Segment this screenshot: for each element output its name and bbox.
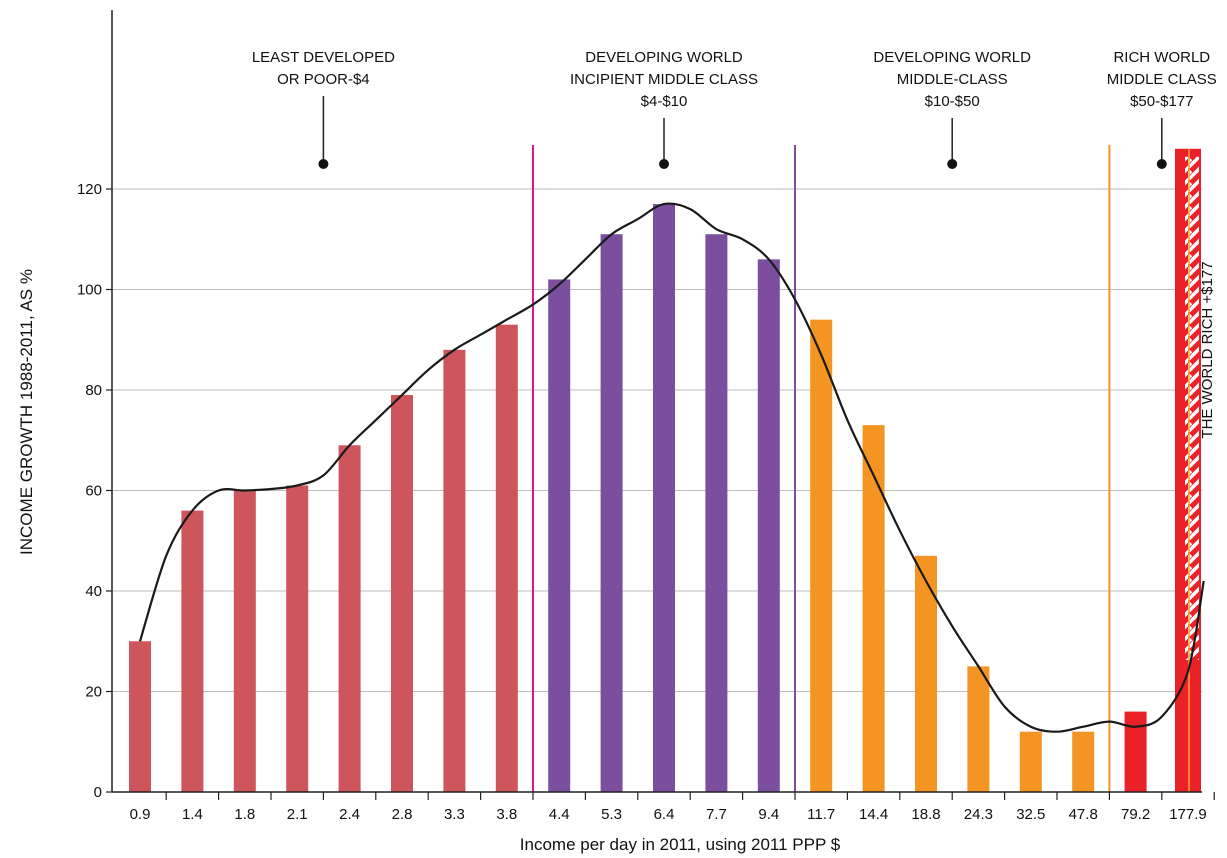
axes [111, 10, 1202, 793]
x-axis-title: Income per day in 2011, using 2011 PPP $ [520, 835, 841, 854]
x-tick-label: 0.9 [130, 806, 151, 823]
x-tick-label: 47.8 [1069, 806, 1098, 823]
bar [548, 279, 571, 792]
y-axis-title: INCOME GROWTH 1988-2011, AS % [17, 269, 36, 555]
x-tick-label: 24.3 [964, 806, 993, 823]
group-label-line: $50-$177 [1130, 93, 1193, 110]
x-tick-label: 2.8 [392, 806, 413, 823]
group-label-line: RICH WORLD [1113, 49, 1210, 66]
trend-curve [138, 202, 1205, 733]
x-tick-label: 79.2 [1121, 806, 1150, 823]
bar [862, 425, 885, 792]
bar [391, 395, 413, 792]
x-tick-label: 11.7 [807, 806, 835, 823]
bars [129, 148, 1201, 793]
x-tick-label: 18.8 [911, 806, 940, 823]
bar [233, 490, 256, 792]
x-tick-label: 3.3 [444, 806, 465, 823]
x-tick-label: 2.4 [339, 806, 360, 823]
bar [600, 234, 623, 793]
bar [443, 349, 466, 792]
bar [967, 666, 990, 792]
group-label-line: INCIPIENT MIDDLE CLASS [570, 71, 758, 88]
group-label-dot [947, 159, 958, 169]
bar [757, 259, 780, 793]
bar [1124, 711, 1147, 792]
bar [1072, 731, 1095, 792]
x-tick-label: 1.4 [182, 806, 203, 823]
x-tick-label: 4.4 [549, 806, 570, 823]
bar [338, 445, 361, 792]
x-tick-label: 2.1 [287, 806, 308, 823]
bar [810, 319, 833, 792]
y-tick-label: 60 [85, 483, 102, 500]
group-label-dot [1156, 159, 1167, 169]
y-tick-label: 40 [85, 583, 102, 600]
group-dividers [532, 145, 1111, 792]
x-tick-label: 1.8 [234, 806, 255, 823]
group-label-line: $4-$10 [641, 93, 688, 110]
x-tick-label: 7.7 [706, 806, 727, 823]
x-tick-label: 3.8 [496, 806, 517, 823]
group-label-line: $10-$50 [925, 93, 980, 110]
x-tick-label: 14.4 [859, 806, 888, 823]
bar [1019, 731, 1042, 792]
group-label-line: DEVELOPING WORLD [873, 49, 1031, 66]
bar [181, 510, 204, 792]
group-label-dot [318, 159, 329, 169]
y-tick-label: 120 [77, 181, 102, 198]
bar [705, 234, 728, 793]
group-label-dot [659, 159, 669, 169]
group-label-line: OR POOR-$4 [277, 71, 370, 88]
bar [495, 324, 518, 792]
bar [915, 555, 937, 792]
group-label-line: DEVELOPING WORLD [585, 49, 743, 66]
bar [286, 485, 309, 792]
x-tick-label: 177.9 [1169, 806, 1207, 823]
x-tick-label: 9.4 [758, 806, 779, 823]
y-tick-label: 20 [85, 684, 102, 701]
bar [653, 204, 675, 792]
y-tick-label: 80 [85, 382, 102, 399]
x-tick-label: 6.4 [654, 806, 675, 823]
group-label-line: LEAST DEVELOPED [252, 49, 395, 66]
y-tick-label: 100 [77, 282, 102, 299]
group-labels: LEAST DEVELOPED OR POOR-$4 DEVELOPING WORL… [252, 49, 1217, 169]
x-tick-label: 32.5 [1016, 806, 1045, 823]
bar-stripe-overlay [1185, 156, 1199, 661]
x-tick-label: 5.3 [601, 806, 622, 823]
y-tick-label: 0 [94, 784, 102, 801]
group-label-line: MIDDLE-CLASS [897, 71, 1008, 88]
tick-labels: 0 20 40 60 80 100 120 0.9 1.4 1.8 2.1 2.4 2.8 3.3 3.8 4… [77, 181, 1215, 823]
group-label-line: MIDDLE CLASS [1107, 71, 1217, 88]
bar [129, 641, 151, 792]
trend-line [138, 202, 1205, 733]
world-rich-label: THE WORLD RICH +$177 [1199, 261, 1216, 438]
